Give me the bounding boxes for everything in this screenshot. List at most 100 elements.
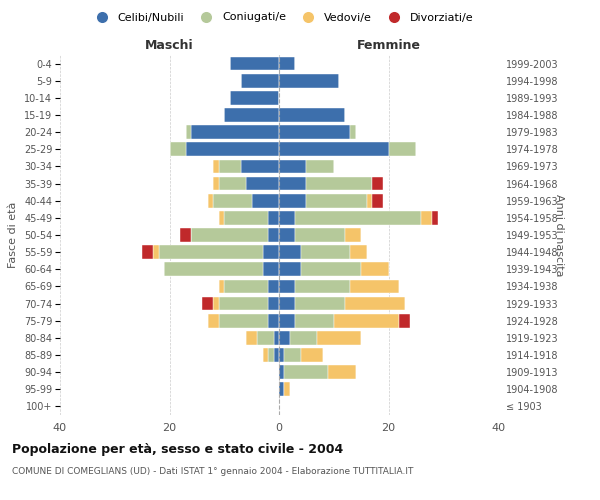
Bar [169,142,186,156]
Bar [317,331,361,344]
Bar [279,331,290,344]
Text: Maschi: Maschi [145,38,194,52]
Legend: Celibi/Nubili, Coniugati/e, Vedovi/e, Divorziati/e: Celibi/Nubili, Coniugati/e, Vedovi/e, Di… [86,8,478,27]
Bar [219,211,224,224]
Bar [301,262,361,276]
Bar [284,382,290,396]
Bar [224,211,268,224]
Bar [279,280,295,293]
Bar [142,246,153,259]
Bar [186,142,279,156]
Text: Popolazione per età, sesso e stato civile - 2004: Popolazione per età, sesso e stato civil… [12,442,343,456]
Bar [268,280,279,293]
Bar [241,74,279,88]
Bar [214,296,219,310]
Bar [350,126,356,139]
Bar [295,296,345,310]
Bar [230,56,279,70]
Bar [246,331,257,344]
Bar [230,91,279,104]
Y-axis label: Fasce di età: Fasce di età [8,202,19,268]
Bar [307,176,372,190]
Bar [268,296,279,310]
Bar [345,296,405,310]
Bar [279,382,284,396]
Bar [295,211,421,224]
Bar [284,348,301,362]
Bar [279,296,295,310]
Bar [279,74,339,88]
Bar [307,194,367,207]
Bar [268,314,279,328]
Bar [219,314,268,328]
Bar [421,211,432,224]
Bar [279,56,295,70]
Text: COMUNE DI COMEGLIANS (UD) - Dati ISTAT 1° gennaio 2004 - Elaborazione TUTTITALIA: COMUNE DI COMEGLIANS (UD) - Dati ISTAT 1… [12,468,413,476]
Bar [350,246,367,259]
Bar [158,246,263,259]
Bar [191,228,268,242]
Bar [400,314,410,328]
Bar [345,228,361,242]
Bar [372,176,383,190]
Bar [268,348,274,362]
Bar [279,348,284,362]
Bar [214,176,219,190]
Bar [279,160,307,173]
Bar [279,366,284,379]
Bar [214,160,219,173]
Bar [279,228,295,242]
Bar [219,280,224,293]
Bar [279,176,307,190]
Bar [186,126,191,139]
Bar [295,280,350,293]
Bar [361,262,389,276]
Bar [224,280,268,293]
Bar [372,194,383,207]
Bar [334,314,400,328]
Bar [164,262,263,276]
Bar [279,126,350,139]
Bar [307,160,334,173]
Bar [328,366,356,379]
Bar [279,142,389,156]
Bar [263,348,268,362]
Y-axis label: Anni di nascita: Anni di nascita [554,194,564,276]
Bar [350,280,400,293]
Text: Femmine: Femmine [356,38,421,52]
Bar [295,314,334,328]
Bar [257,331,274,344]
Bar [241,160,279,173]
Bar [208,194,214,207]
Bar [208,314,219,328]
Bar [202,296,214,310]
Bar [153,246,158,259]
Bar [219,296,268,310]
Bar [295,228,345,242]
Bar [268,228,279,242]
Bar [219,160,241,173]
Bar [290,331,317,344]
Bar [191,126,279,139]
Bar [301,246,350,259]
Bar [279,314,295,328]
Bar [284,366,328,379]
Bar [219,176,246,190]
Bar [389,142,416,156]
Bar [274,331,279,344]
Bar [263,262,279,276]
Bar [246,176,279,190]
Bar [301,348,323,362]
Bar [263,246,279,259]
Bar [181,228,191,242]
Bar [274,348,279,362]
Bar [367,194,372,207]
Bar [279,194,307,207]
Bar [214,194,251,207]
Bar [279,211,295,224]
Bar [251,194,279,207]
Bar [279,246,301,259]
Bar [268,211,279,224]
Bar [433,211,438,224]
Bar [224,108,279,122]
